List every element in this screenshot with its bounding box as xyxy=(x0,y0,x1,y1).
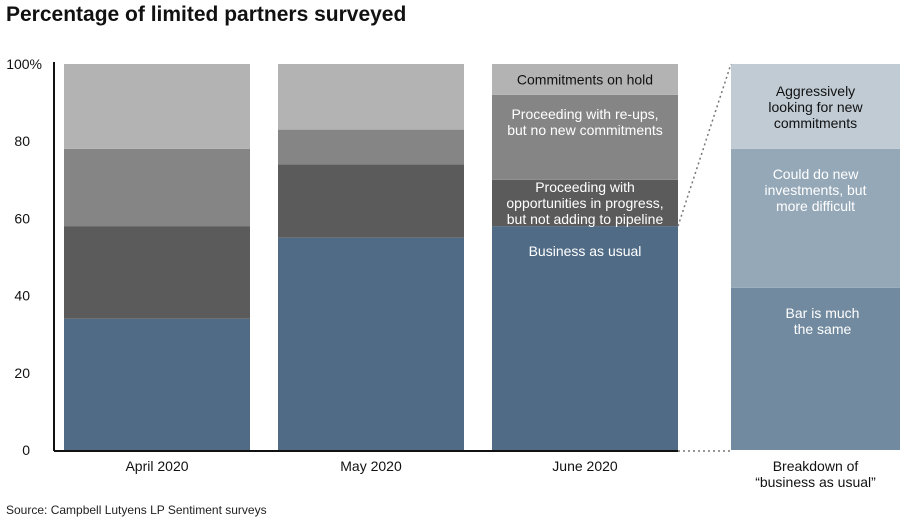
bar-segment xyxy=(64,64,250,149)
chart-title: Percentage of limited partners surveyed xyxy=(6,3,407,26)
segment-label-line: but not adding to pipeline xyxy=(507,211,664,227)
segment-label: Commitments on hold xyxy=(517,71,653,87)
segment-label: Proceeding with opportunities in progress… xyxy=(506,179,663,227)
breakdown-x-label-line: Breakdown of xyxy=(773,458,859,474)
bar-segment xyxy=(492,226,678,450)
breakdown-label-line: Bar is much xyxy=(786,305,860,321)
y-tick-label: 100% xyxy=(6,56,42,72)
segment-label-line: Business as usual xyxy=(529,243,642,259)
y-tick-label: 40 xyxy=(14,288,30,304)
y-tick-label: 20 xyxy=(14,365,30,381)
breakdown-label: Bar is much the same xyxy=(786,305,860,337)
x-tick-label: April 2020 xyxy=(125,458,188,474)
y-tick-label: 60 xyxy=(14,210,30,226)
breakdown-segment xyxy=(731,64,900,149)
breakdown-label-line: looking for new xyxy=(768,99,863,115)
breakdown-label-line: more difficult xyxy=(776,198,855,214)
breakdown-label-line: commitments xyxy=(774,115,857,131)
bar-segment xyxy=(64,226,250,319)
segment-label: Proceeding with re-ups, but no new commit… xyxy=(507,106,663,138)
breakdown-label-line: the same xyxy=(794,321,852,337)
breakdown-label-line: investments, but xyxy=(765,182,867,198)
bar-segment xyxy=(492,179,678,227)
x-tick-label: June 2020 xyxy=(552,458,618,474)
segment-label-line: Proceeding with re-ups, xyxy=(511,106,658,122)
breakdown-label-line: Could do new xyxy=(773,166,860,182)
bar-segment xyxy=(64,148,250,227)
connector-line xyxy=(677,63,732,227)
y-tick-label: 80 xyxy=(14,133,30,149)
segment-label-line: Proceeding with xyxy=(535,179,635,195)
bar-segment xyxy=(492,64,678,95)
breakdown-label: Aggressively looking for new commitments xyxy=(768,83,863,131)
breakdown-segment xyxy=(731,148,900,288)
segment-label: Business as usual xyxy=(529,243,642,259)
bar-segment xyxy=(278,164,464,238)
source-note: Source: Campbell Lutyens LP Sentiment su… xyxy=(6,503,267,517)
breakdown-segment xyxy=(731,287,900,450)
bar-segment xyxy=(278,64,464,130)
x-tick-label: May 2020 xyxy=(340,458,402,474)
breakdown-x-label-line: “business as usual” xyxy=(755,474,876,490)
y-tick-label: 0 xyxy=(22,442,30,458)
segment-label-line: but no new commitments xyxy=(507,122,663,138)
bar-segment xyxy=(64,318,250,450)
bar-segment xyxy=(278,129,464,165)
breakdown-label: Could do new investments, but more difficu… xyxy=(765,166,867,214)
bar-segment xyxy=(492,94,678,180)
breakdown-x-label: Breakdown of “business as usual” xyxy=(755,458,876,490)
segment-label-line: opportunities in progress, xyxy=(506,195,663,211)
segment-label-line: Commitments on hold xyxy=(517,71,653,87)
bar-segment xyxy=(278,237,464,450)
breakdown-label-line: Aggressively xyxy=(776,83,855,99)
